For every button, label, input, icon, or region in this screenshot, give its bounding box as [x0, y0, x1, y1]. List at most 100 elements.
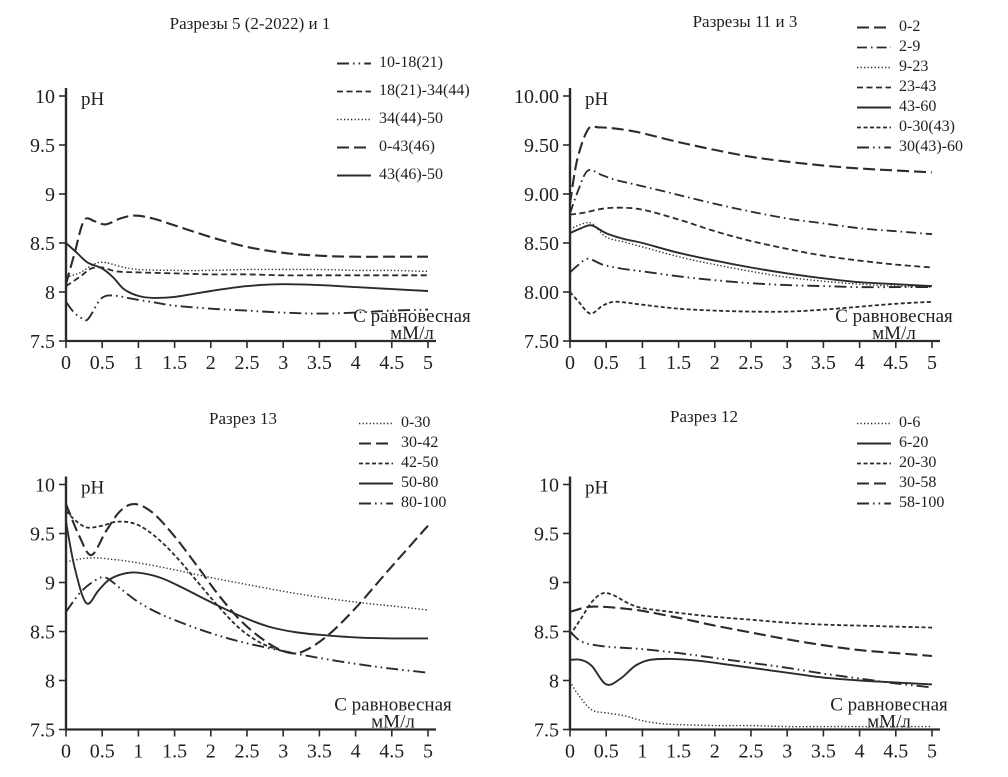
legend-item: 30(43)-60: [856, 137, 963, 157]
y-axis-label: pH: [81, 89, 105, 110]
series-line-20-30: [569, 591, 933, 636]
x-axis-unit-label: С равновесная: [830, 695, 948, 716]
chart-panel-razrez-13: Разрез 13 10 9.5 9 8.5 8 7.5 0 0.5 1 1.5 2 2.5 3 3.5 4…: [0, 388, 504, 777]
legend-item: 43(46)-50: [336, 161, 470, 189]
legend-line-swatch-icon: [857, 502, 891, 504]
legend-item: 0-6: [856, 413, 944, 433]
x-tick-label: 0.5: [90, 352, 115, 374]
y-tick-label: 8.5: [30, 622, 55, 644]
x-tick-label: 3: [278, 741, 288, 763]
y-tick-label: 8.5: [30, 233, 55, 255]
legend-line-swatch-icon: [337, 174, 371, 176]
chart-title: Разрез 12: [670, 407, 738, 426]
y-tick-label: 7.5: [30, 720, 55, 742]
legend-item: 20-30: [856, 453, 944, 473]
legend-item: 6-20: [856, 433, 944, 453]
chart-panel-razrez-12: Разрез 12 10 9.5 9 8.5 8 7.5 0 0.5 1 1.5 2 2.5 3 3.5 4…: [504, 388, 1008, 777]
legend-item: 10-18(21): [336, 49, 470, 77]
legend-item: 30-42: [358, 433, 446, 453]
legend-line-swatch-icon: [337, 90, 371, 92]
legend-item: 30-58: [856, 473, 944, 493]
series-line-30(43)-60: [569, 257, 932, 289]
series-line-6-20: [569, 657, 933, 686]
legend-line-swatch-icon: [857, 422, 891, 424]
legend-item-label: 43(46)-50: [379, 166, 443, 183]
x-axis-unit-label: мМ/л: [872, 323, 916, 344]
legend-line-swatch-icon: [359, 462, 393, 464]
series-line-0-6: [569, 681, 932, 728]
series-line-23-43: [569, 206, 933, 269]
legend-line-swatch-icon: [857, 66, 891, 68]
x-tick-label: 3.5: [811, 352, 836, 374]
x-axis-unit-label: С равновесная: [334, 695, 452, 716]
series-line-9-23: [569, 221, 933, 288]
legend-item: 0-43(46): [336, 133, 470, 161]
chart-panel-razrezy-5-i-1: Разрезы 5 (2-2022) и 1 10 9.5 9 8.5 8 7.5 0 0.5…: [0, 0, 504, 388]
x-tick-label: 4.5: [883, 352, 908, 374]
chart-title: Разрез 13: [209, 409, 277, 428]
legend-line-swatch-icon: [337, 118, 371, 120]
y-tick-label: 10: [35, 86, 55, 108]
x-tick-label: 4: [855, 352, 865, 374]
legend-item: 2-9: [856, 37, 963, 57]
legend-item-label: 0-2: [899, 18, 921, 35]
series-line-0-30(43): [569, 291, 933, 315]
x-tick-label: 1.5: [162, 741, 187, 763]
x-tick-label: 0: [565, 352, 575, 374]
x-tick-label: 5: [927, 741, 937, 763]
y-tick-label: 8.5: [534, 622, 559, 644]
legend-item-label: 80-100: [401, 494, 447, 511]
legend-item: 42-50: [358, 453, 446, 473]
y-tick-label: 9: [45, 573, 55, 595]
x-tick-label: 1: [637, 352, 647, 374]
legend-line-swatch-icon: [359, 441, 393, 445]
legend-item-label: 20-30: [899, 454, 937, 471]
x-axis-unit-label: С равновесная: [835, 306, 953, 327]
chart-title: Разрезы 11 и 3: [692, 12, 798, 31]
x-tick-label: 0.5: [594, 352, 619, 374]
x-tick-label: 3: [782, 741, 792, 763]
y-tick-label: 9.5: [534, 524, 559, 546]
y-tick-label: 8.50: [524, 233, 559, 255]
legend-item-label: 0-6: [899, 414, 921, 431]
legend-line-swatch-icon: [337, 62, 371, 64]
y-tick-label: 9: [549, 573, 559, 595]
legend-item-label: 30-58: [899, 474, 937, 491]
y-tick-label: 9.5: [30, 524, 55, 546]
x-tick-label: 3.5: [811, 741, 836, 763]
y-tick-label: 10.00: [514, 86, 559, 108]
y-axis-label: pH: [81, 478, 105, 499]
x-tick-label: 2.5: [235, 352, 260, 374]
y-tick-label: 9.5: [30, 135, 55, 157]
x-tick-label: 1.5: [162, 352, 187, 374]
legend-item-label: 18(21)-34(44): [379, 82, 470, 99]
plot-area: 10.00 9.50 9.00 8.50 8.00 7.50 0 0.5 1 1.5 2 2.5 3 3.…: [514, 86, 953, 374]
legend-item: 43-60: [856, 97, 963, 117]
legend-item-label: 23-43: [899, 78, 937, 95]
legend: 0-30 30-42 42-50 50-80 80-100: [358, 413, 446, 513]
x-axis-unit-label: мМ/л: [390, 323, 434, 344]
y-axis-label: pH: [585, 89, 609, 110]
x-tick-label: 3: [782, 352, 792, 374]
legend-line-swatch-icon: [857, 462, 891, 464]
legend-line-swatch-icon: [359, 482, 393, 484]
legend-item-label: 0-43(46): [379, 138, 435, 155]
x-tick-label: 2: [206, 352, 216, 374]
x-tick-label: 1.5: [666, 741, 691, 763]
legend-line-swatch-icon: [359, 422, 393, 424]
x-tick-label: 2: [206, 741, 216, 763]
x-tick-label: 4: [351, 741, 361, 763]
x-tick-label: 1.5: [666, 352, 691, 374]
legend-line-swatch-icon: [857, 106, 891, 108]
legend-line-swatch-icon: [857, 25, 891, 29]
legend: 0-2 2-9 9-23 23-43 43-60 0-30(43) 30(43)-60: [856, 17, 963, 157]
series-line-10-18(21): [65, 294, 429, 322]
legend-item-label: 0-30(43): [899, 118, 955, 135]
legend-item: 58-100: [856, 493, 944, 513]
series-line-0-2: [568, 125, 933, 204]
series-line-30-42: [65, 503, 429, 655]
legend-item: 34(44)-50: [336, 105, 470, 133]
y-tick-label: 7.5: [534, 720, 559, 742]
series-line-58-100: [569, 630, 933, 689]
